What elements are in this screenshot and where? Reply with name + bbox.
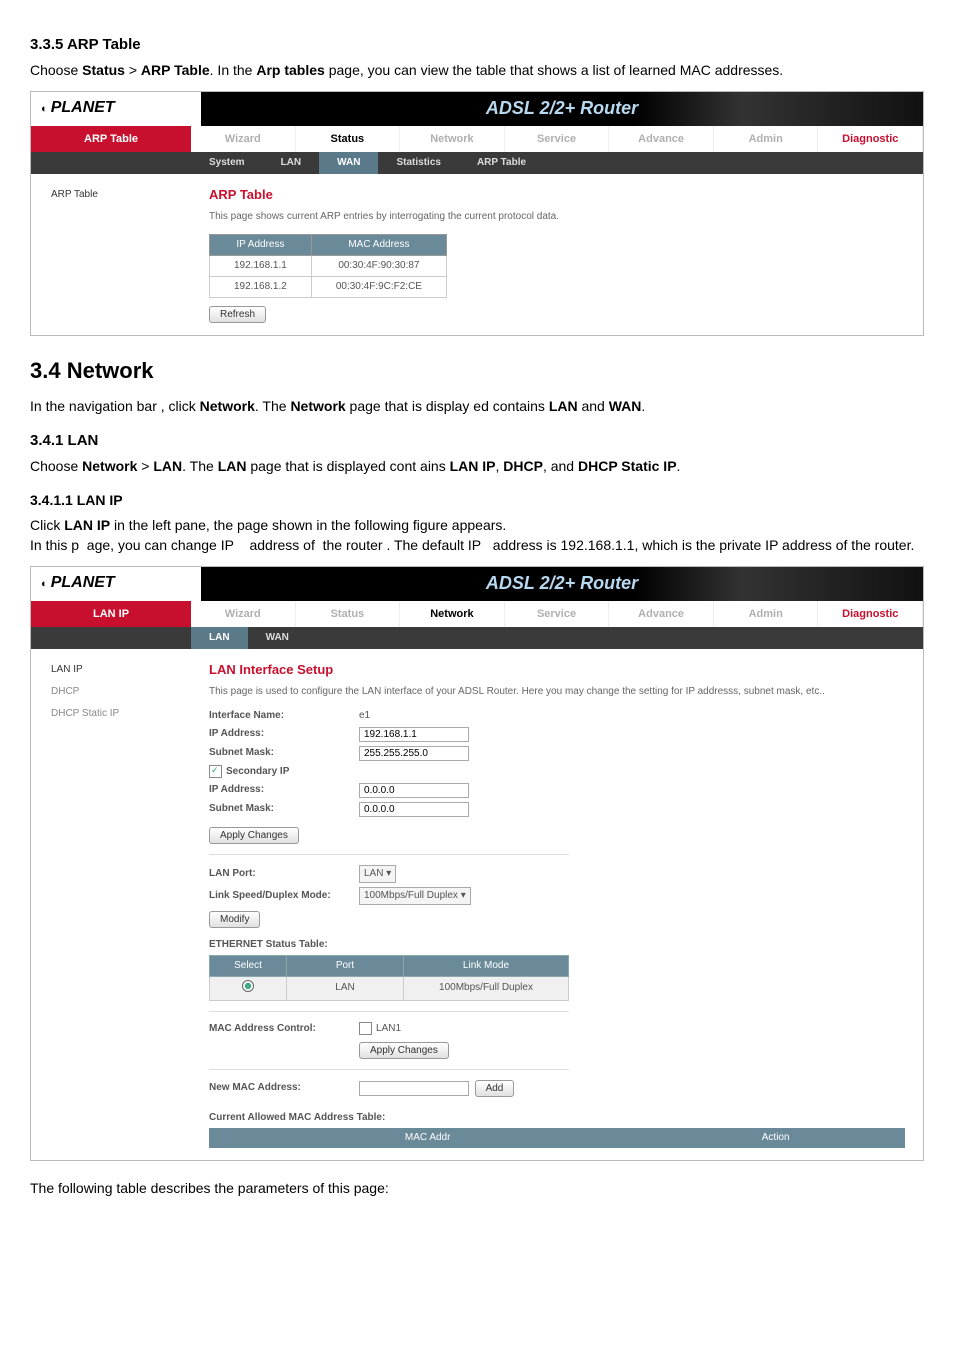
nav-status[interactable]: Status: [296, 126, 401, 152]
input-sec-ip[interactable]: [359, 783, 469, 798]
nav-admin[interactable]: Admin: [714, 601, 819, 627]
heading-3-3-5: 3.3.5 ARP Table: [30, 34, 924, 55]
banner-title: ADSL 2/2+ Router: [201, 92, 923, 126]
nav-service[interactable]: Service: [505, 126, 610, 152]
subnav-lan[interactable]: LAN: [191, 627, 248, 649]
add-button[interactable]: Add: [475, 1080, 515, 1097]
eth-status-table: Select Port Link Mode LAN 100Mbps/Full D…: [209, 955, 569, 1001]
label-iface: Interface Name:: [209, 709, 359, 723]
nav-wizard[interactable]: Wizard: [191, 126, 296, 152]
label-link-speed: Link Speed/Duplex Mode:: [209, 889, 359, 903]
subnav-system[interactable]: System: [191, 152, 263, 174]
sidebar-dhcp-static[interactable]: DHCP Static IP: [31, 703, 191, 725]
input-ip[interactable]: [359, 727, 469, 742]
nav-service[interactable]: Service: [505, 601, 610, 627]
label-lan1: LAN1: [376, 1022, 401, 1036]
arp-th-ip: IP Address: [210, 234, 312, 255]
select-lan-port[interactable]: LAN ▾: [359, 865, 396, 883]
subnav-wan[interactable]: WAN: [319, 152, 378, 174]
lan-ip-screenshot: ◐ PLANET ADSL 2/2+ Router LAN IP Wizard …: [30, 566, 924, 1161]
label-sec-ip: IP Address:: [209, 783, 359, 797]
nav-diagnostic[interactable]: Diagnostic: [818, 601, 923, 627]
nav-advance[interactable]: Advance: [609, 601, 714, 627]
sidebar-arp-table[interactable]: ARP Table: [31, 184, 191, 206]
subnav-wan[interactable]: WAN: [248, 627, 307, 649]
nav-diagnostic[interactable]: Diagnostic: [818, 126, 923, 152]
subnav-lan[interactable]: LAN: [263, 152, 320, 174]
lan-section-title: LAN Interface Setup: [209, 661, 905, 679]
nav-network[interactable]: Network: [400, 601, 505, 627]
checkbox-secondary-ip[interactable]: [209, 765, 222, 778]
label-secondary-ip: Secondary IP: [226, 765, 289, 779]
footer-paragraph: The following table describes the parame…: [30, 1179, 924, 1199]
nav-network[interactable]: Network: [400, 126, 505, 152]
nav-admin[interactable]: Admin: [714, 126, 819, 152]
table-row: 192.168.1.2 00:30:4F:9C:F2:CE: [210, 276, 447, 297]
input-sec-mask[interactable]: [359, 802, 469, 817]
arp-th-mac: MAC Address: [311, 234, 446, 255]
logo: ◐ PLANET: [31, 567, 201, 601]
apply-changes-mac-button[interactable]: Apply Changes: [359, 1042, 449, 1059]
apply-changes-button[interactable]: Apply Changes: [209, 827, 299, 844]
radio-select[interactable]: [242, 980, 254, 992]
arp-table-screenshot: ◐ PLANET ADSL 2/2+ Router ARP Table Wiza…: [30, 91, 924, 336]
paragraph: In the navigation bar , click Network. T…: [30, 397, 924, 417]
heading-3-4-1-1: 3.4.1.1 LAN IP: [30, 491, 924, 511]
logo: ◐ PLANET: [31, 92, 201, 126]
label-mac-ctrl: MAC Address Control:: [209, 1022, 359, 1036]
allowed-th-mac: MAC Addr: [209, 1128, 646, 1148]
page-heading-arp: ARP Table: [31, 126, 191, 152]
select-link-speed[interactable]: 100Mbps/Full Duplex ▾: [359, 887, 471, 905]
refresh-button[interactable]: Refresh: [209, 306, 266, 323]
nav-advance[interactable]: Advance: [609, 126, 714, 152]
nav-status[interactable]: Status: [296, 601, 401, 627]
paragraph: Choose Network > LAN. The LAN page that …: [30, 457, 924, 477]
table-row: LAN 100Mbps/Full Duplex: [210, 976, 569, 1000]
heading-3-4-1: 3.4.1 LAN: [30, 430, 924, 451]
allowed-mac-title: Current Allowed MAC Address Table:: [209, 1111, 905, 1125]
nav-wizard[interactable]: Wizard: [191, 601, 296, 627]
paragraph: Click LAN IP in the left pane, the page …: [30, 516, 924, 555]
arp-section-title: ARP Table: [209, 186, 905, 204]
allowed-th-action: Action: [646, 1128, 905, 1148]
label-new-mac: New MAC Address:: [209, 1081, 359, 1095]
input-new-mac[interactable]: [359, 1081, 469, 1096]
modify-button[interactable]: Modify: [209, 911, 260, 928]
label-mask: Subnet Mask:: [209, 746, 359, 760]
heading-3-4: 3.4 Network: [30, 356, 924, 387]
label-sec-mask: Subnet Mask:: [209, 802, 359, 816]
label-lan-port: LAN Port:: [209, 867, 359, 881]
subnav-arp-table[interactable]: ARP Table: [459, 152, 544, 174]
value-iface: e1: [359, 709, 370, 723]
checkbox-lan1[interactable]: [359, 1022, 372, 1035]
page-heading-lan: LAN IP: [31, 601, 191, 627]
banner-title: ADSL 2/2+ Router: [201, 567, 923, 601]
paragraph: Choose Status > ARP Table. In the Arp ta…: [30, 61, 924, 81]
arp-table: IP Address MAC Address 192.168.1.1 00:30…: [209, 234, 447, 298]
table-row: 192.168.1.1 00:30:4F:90:30:87: [210, 255, 447, 276]
input-mask[interactable]: [359, 746, 469, 761]
label-ip: IP Address:: [209, 727, 359, 741]
eth-status-title: ETHERNET Status Table:: [209, 938, 905, 952]
sidebar-lan-ip[interactable]: LAN IP: [31, 659, 191, 681]
subnav-statistics[interactable]: Statistics: [378, 152, 458, 174]
sidebar-dhcp[interactable]: DHCP: [31, 681, 191, 703]
arp-section-desc: This page shows current ARP entries by i…: [209, 210, 905, 224]
lan-section-desc: This page is used to configure the LAN i…: [209, 685, 905, 699]
